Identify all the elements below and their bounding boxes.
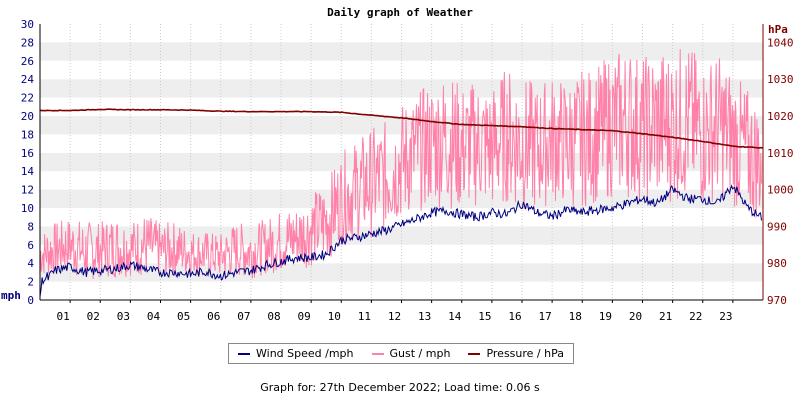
left-tick-label: 30 bbox=[21, 18, 34, 31]
legend-item-pressure: Pressure / hPa bbox=[468, 347, 564, 360]
left-tick-label: 22 bbox=[21, 92, 34, 105]
left-tick-label: 8 bbox=[27, 220, 34, 233]
pressure-series bbox=[39, 108, 764, 149]
right-tick-label: 980 bbox=[767, 257, 787, 270]
right-axis-unit: hPa bbox=[768, 23, 788, 36]
chart-title: Daily graph of Weather bbox=[327, 6, 473, 19]
legend-item-wind: Wind Speed /mph bbox=[238, 347, 354, 360]
x-tick-label: 06 bbox=[207, 310, 220, 323]
wind-series bbox=[39, 184, 762, 297]
x-tick-label: 13 bbox=[418, 310, 431, 323]
left-tick-label: 14 bbox=[21, 165, 35, 178]
x-tick-label: 01 bbox=[57, 310, 70, 323]
x-tick-label: 11 bbox=[358, 310, 371, 323]
x-tick-label: 22 bbox=[689, 310, 702, 323]
x-tick-label: 05 bbox=[177, 310, 190, 323]
right-ticks: 970 980 990 1000 1010 1020 1030 1040 bbox=[767, 36, 794, 307]
legend: Wind Speed /mph Gust / mph Pressure / hP… bbox=[228, 343, 574, 364]
grid-band bbox=[40, 263, 763, 282]
x-tick-label: 08 bbox=[267, 310, 280, 323]
grid-band bbox=[40, 281, 763, 300]
x-tick-label: 19 bbox=[599, 310, 612, 323]
x-tick-label: 15 bbox=[478, 310, 491, 323]
legend-swatch-wind bbox=[238, 352, 250, 355]
left-axis-unit: mph bbox=[1, 289, 21, 302]
wind-line bbox=[39, 184, 762, 297]
left-tick-label: 24 bbox=[21, 73, 35, 86]
right-tick-label: 1040 bbox=[767, 36, 794, 49]
x-tick-label: 23 bbox=[719, 310, 732, 323]
right-tick-label: 970 bbox=[767, 294, 787, 307]
left-tick-label: 20 bbox=[21, 110, 34, 123]
legend-item-gust: Gust / mph bbox=[371, 347, 451, 360]
x-tick-label: 12 bbox=[388, 310, 401, 323]
x-tick-label: 21 bbox=[659, 310, 672, 323]
grid-band bbox=[40, 244, 763, 264]
left-tick-label: 0 bbox=[27, 294, 34, 307]
x-tick-label: 02 bbox=[87, 310, 100, 323]
left-tick-label: 18 bbox=[21, 128, 34, 141]
x-tick-label: 20 bbox=[629, 310, 642, 323]
x-tick-label: 09 bbox=[298, 310, 311, 323]
x-tick-label: 04 bbox=[147, 310, 161, 323]
right-tick-label: 1010 bbox=[767, 147, 794, 160]
right-tick-label: 990 bbox=[767, 220, 787, 233]
gust-line bbox=[39, 48, 762, 280]
right-tick-label: 1030 bbox=[767, 73, 794, 86]
left-tick-label: 10 bbox=[21, 202, 34, 215]
left-tick-label: 16 bbox=[21, 147, 34, 160]
x-tick-label: 16 bbox=[508, 310, 521, 323]
x-ticks: 01 02 03 04 05 06 07 08 09 10 11 12 13 14 15 16 17 18 19 20… bbox=[57, 300, 734, 323]
pressure-line bbox=[39, 108, 764, 149]
right-tick-label: 1020 bbox=[767, 110, 794, 123]
left-tick-label: 28 bbox=[21, 36, 34, 49]
gust-series bbox=[39, 48, 762, 280]
x-tick-label: 17 bbox=[539, 310, 552, 323]
left-tick-label: 26 bbox=[21, 55, 34, 68]
x-tick-label: 03 bbox=[117, 310, 130, 323]
legend-label-pressure: Pressure / hPa bbox=[486, 347, 564, 360]
x-tick-label: 18 bbox=[569, 310, 582, 323]
legend-label-wind: Wind Speed /mph bbox=[256, 347, 354, 360]
x-tick-label: 14 bbox=[448, 310, 462, 323]
legend-label-gust: Gust / mph bbox=[389, 347, 451, 360]
legend-swatch-gust bbox=[371, 352, 384, 355]
left-tick-label: 2 bbox=[27, 276, 34, 289]
right-tick-label: 1000 bbox=[767, 184, 794, 197]
footer-text: Graph for: 27th December 2022; Load time… bbox=[260, 381, 540, 394]
x-tick-label: 07 bbox=[237, 310, 250, 323]
left-tick-label: 4 bbox=[27, 257, 34, 270]
x-tick-label: 10 bbox=[328, 310, 341, 323]
legend-swatch-pressure bbox=[468, 352, 481, 355]
left-tick-label: 12 bbox=[21, 184, 34, 197]
left-tick-label: 6 bbox=[27, 239, 34, 252]
